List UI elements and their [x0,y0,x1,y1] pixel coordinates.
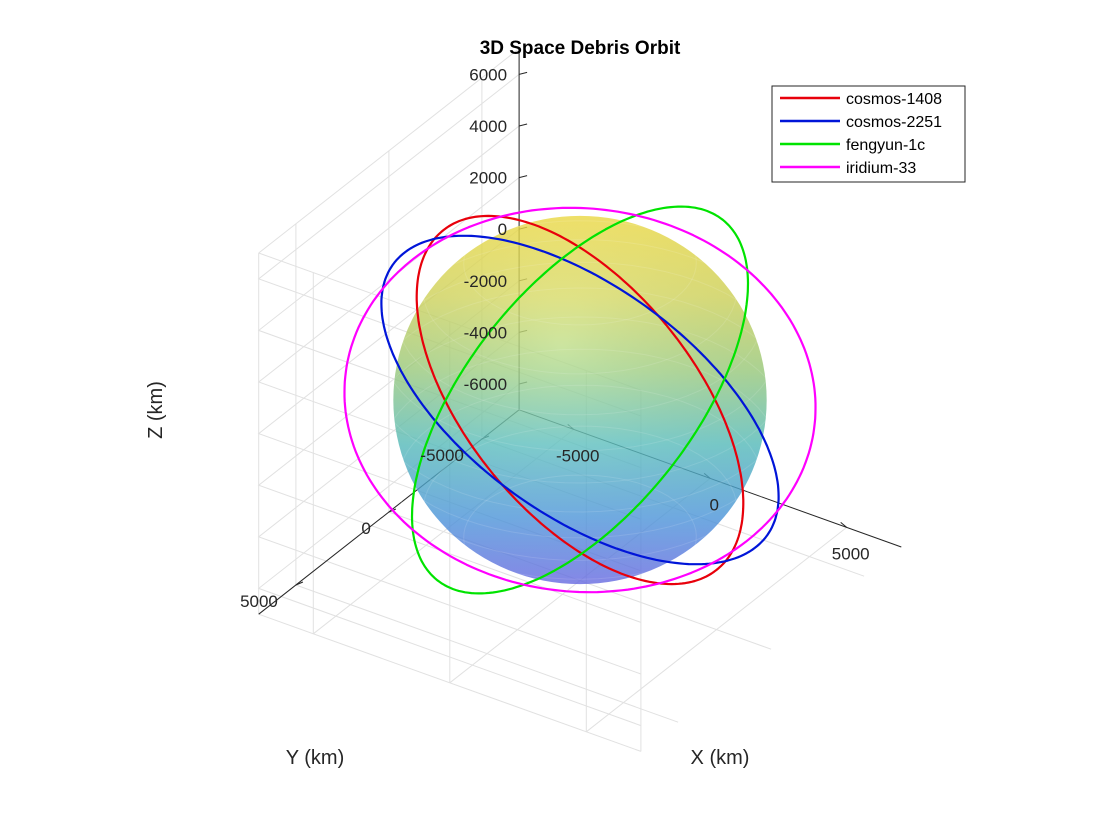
orbit-iridium-33 [343,206,817,594]
sphere-band [371,316,789,539]
z-tick-label: 4000 [469,117,507,136]
sphere-band [463,474,697,600]
z-tick-mark [518,71,528,75]
grid-line [295,584,679,723]
sphere-band [463,200,697,326]
z-tick-label: 6000 [469,65,507,84]
legend-label: cosmos-2251 [846,114,942,131]
sphere-band [397,384,763,580]
sphere-band [397,220,763,416]
box-edge [258,613,642,752]
y-tick-label: 5000 [240,592,278,611]
x-tick-label: 0 [709,495,718,514]
x-tick-label: -5000 [556,446,599,465]
z-tick-label: -6000 [464,375,507,394]
x-axis-label: X (km) [691,747,750,769]
legend-label: fengyun-1c [846,137,925,154]
legend-box [771,85,966,183]
orbit-fengyun-1c [410,205,750,595]
z-axis-label: Z (km) [145,381,167,439]
sphere-band [371,261,789,484]
y-axis-label: Y (km) [286,747,345,769]
legend-label: cosmos-1408 [846,91,942,108]
legend-label: iridium-33 [846,160,916,177]
y-tick-mark [295,581,304,586]
z-tick-label: 0 [498,220,507,239]
sphere-band [369,287,791,513]
earth-sphere [369,200,791,600]
legend: cosmos-1408 cosmos-2251 fengyun-1c iridium-… [771,85,966,183]
z-tick-label: 2000 [469,169,507,188]
x-tick-label: 5000 [832,544,870,563]
orbit-cosmos-1408 [415,214,745,586]
chart-title: 3D Space Debris Orbit [480,38,681,59]
y-tick-label: -5000 [420,446,463,465]
grid-line [585,527,848,733]
z-tick-label: -4000 [464,323,507,342]
z-tick-mark [518,123,528,127]
z-tick-mark [518,175,528,179]
sphere-band [422,206,738,375]
box-edge [258,48,520,254]
sphere-band [422,425,738,594]
y-tick-label: 0 [361,519,370,538]
z-tick-label: -2000 [464,272,507,291]
sphere-band [381,239,779,452]
earth-sphere-shade [393,215,767,585]
x-tick-mark [840,522,848,528]
tick-labels: 6000 4000 2000 0 -2000 -4000 -6000 -5000 0 5000 -5… [240,65,870,611]
orbit-lines [343,205,817,595]
